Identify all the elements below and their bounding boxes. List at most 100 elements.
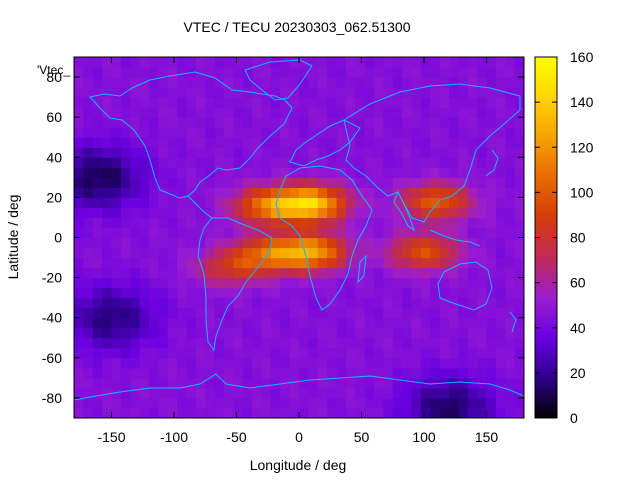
heatmap-cell — [252, 87, 263, 98]
heatmap-cell — [467, 387, 478, 399]
heatmap-cell — [336, 327, 347, 339]
heatmap-cell — [477, 387, 488, 399]
heatmap-cell — [514, 297, 524, 309]
heatmap-cell — [205, 57, 216, 68]
heatmap-cell — [299, 157, 309, 168]
heatmap-cell — [467, 217, 478, 229]
heatmap-cell — [449, 307, 459, 319]
heatmap-cell — [477, 257, 488, 269]
heatmap-cell — [374, 237, 384, 249]
heatmap-cell — [299, 367, 309, 379]
heatmap-cell — [392, 77, 403, 88]
heatmap-cell — [186, 87, 197, 98]
heatmap-cell — [186, 307, 197, 319]
heatmap-cell — [289, 67, 300, 78]
heatmap-cell — [252, 237, 263, 249]
heatmap-cell — [345, 237, 356, 249]
heatmap-cell — [214, 57, 225, 68]
heatmap-cell — [280, 57, 291, 68]
x-axis-ticks: -150 -100 -50 0 50 100 150 — [97, 57, 498, 445]
heatmap-cell — [149, 277, 159, 289]
heatmap-cell — [120, 97, 131, 108]
y-tick-label: -80 — [42, 390, 62, 406]
heatmap-cell — [83, 147, 94, 158]
heatmap-cell — [327, 67, 338, 78]
y-tick-label: 0 — [54, 230, 62, 246]
heatmap-cell — [102, 207, 113, 219]
heatmap-cell — [261, 97, 272, 108]
heatmap-cell — [317, 247, 328, 259]
y-tick-label: 40 — [46, 149, 62, 165]
heatmap-cell — [505, 267, 516, 279]
heatmap-cell — [364, 227, 375, 239]
colorbar-tick-label: 60 — [570, 275, 586, 291]
heatmap-cell — [458, 197, 469, 209]
heatmap-cell — [280, 297, 291, 309]
heatmap-cell — [505, 127, 516, 138]
heatmap-cell — [195, 297, 206, 309]
heatmap-cell — [74, 157, 84, 168]
heatmap-cell — [205, 157, 216, 168]
heatmap-cell — [374, 137, 384, 148]
heatmap-cell — [195, 337, 206, 349]
heatmap-cell — [308, 277, 319, 289]
heatmap-cell — [158, 197, 169, 209]
heatmap-cell — [158, 237, 169, 249]
heatmap-cell — [383, 67, 394, 78]
heatmap-cell — [317, 327, 328, 339]
heatmap-cell — [74, 227, 84, 239]
heatmap-cell — [102, 307, 113, 319]
heatmap-cell — [467, 77, 478, 88]
heatmap-cell — [74, 117, 84, 128]
heatmap-cell — [83, 367, 94, 379]
heatmap-cell — [92, 317, 103, 329]
heatmap-cell — [167, 187, 178, 198]
heatmap-cell — [252, 207, 263, 219]
heatmap-cell — [92, 187, 103, 198]
heatmap-cell — [505, 217, 516, 229]
heatmap-cell — [205, 277, 216, 289]
heatmap-cell — [195, 357, 206, 369]
heatmap-cell — [280, 317, 291, 329]
heatmap-cell — [242, 367, 253, 379]
heatmap-cell — [486, 97, 497, 108]
heatmap-cell — [139, 177, 150, 188]
heatmap-cell — [458, 277, 469, 289]
heatmap-cell — [430, 87, 441, 98]
heatmap-cell — [139, 67, 150, 78]
heatmap-cell — [364, 357, 375, 369]
heatmap-cell — [195, 77, 206, 88]
heatmap-cell — [411, 197, 422, 209]
heatmap-cell — [195, 407, 206, 418]
heatmap-cell — [364, 367, 375, 379]
heatmap-cell — [242, 237, 253, 249]
heatmap-cell — [167, 387, 178, 399]
heatmap-cell — [477, 297, 488, 309]
heatmap-cell — [242, 117, 253, 128]
heatmap-cell — [374, 377, 384, 389]
heatmap-cell — [83, 117, 94, 128]
heatmap-cell — [270, 227, 281, 239]
heatmap-cell — [495, 77, 506, 88]
heatmap-cell — [449, 357, 459, 369]
heatmap-cell — [364, 237, 375, 249]
heatmap-cell — [495, 397, 506, 409]
heatmap-cell — [130, 407, 141, 418]
heatmap-cell — [233, 287, 244, 299]
heatmap-cell — [364, 127, 375, 138]
heatmap-cell — [308, 177, 319, 188]
heatmap-cell — [214, 277, 225, 289]
heatmap-cell — [252, 267, 263, 279]
heatmap-cell — [505, 197, 516, 209]
heatmap-cell — [130, 117, 141, 128]
x-tick-label: 50 — [354, 429, 370, 445]
y-tick-label: -40 — [42, 310, 62, 326]
heatmap-cell — [495, 347, 506, 359]
heatmap-cell — [299, 287, 309, 299]
heatmap-cell — [355, 377, 366, 389]
heatmap-cell — [317, 407, 328, 418]
heatmap-cell — [505, 77, 516, 88]
heatmap-cell — [167, 177, 178, 188]
heatmap-cell — [233, 107, 244, 118]
heatmap-cell — [158, 327, 169, 339]
